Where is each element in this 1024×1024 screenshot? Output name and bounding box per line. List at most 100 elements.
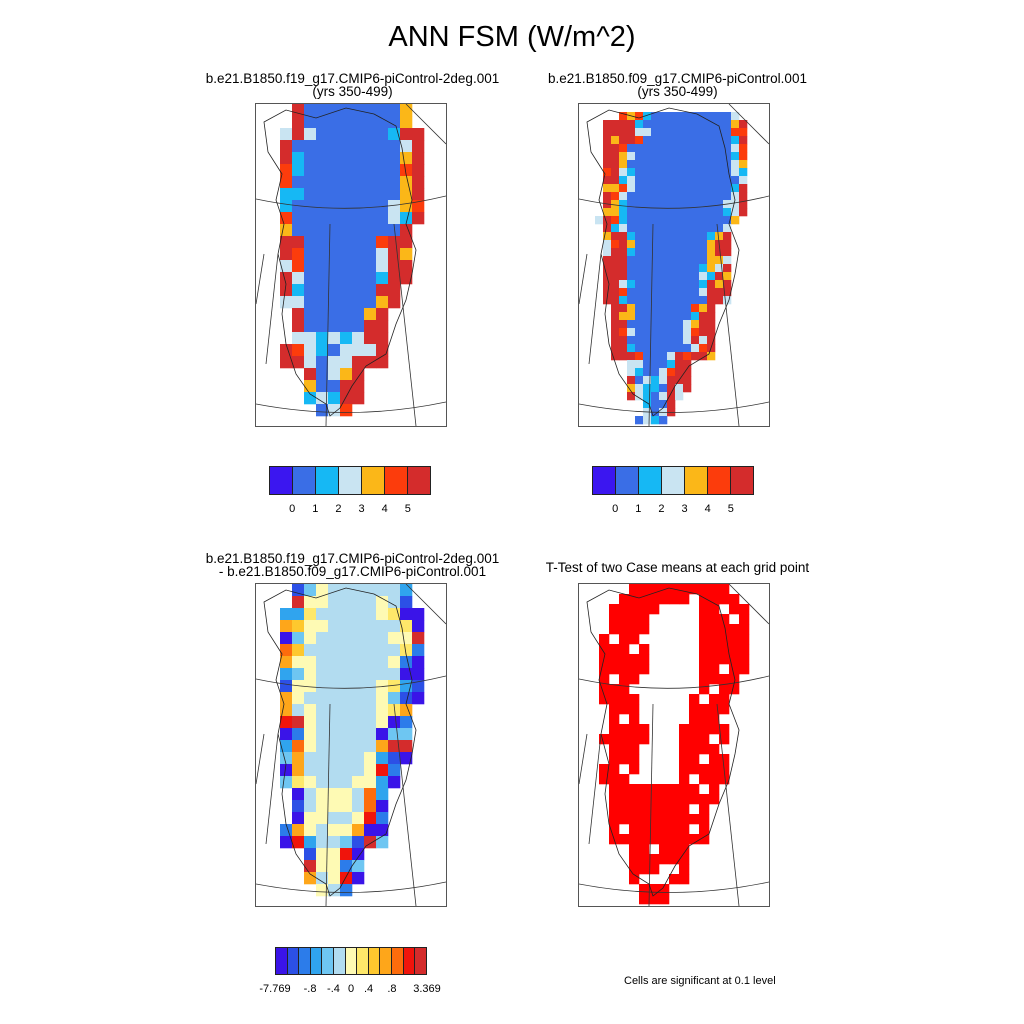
- map-cell: [627, 184, 636, 193]
- map-cell: [627, 192, 636, 201]
- significant-cell: [719, 654, 730, 665]
- map-cell: [304, 224, 317, 237]
- map-cell: [292, 356, 305, 369]
- significant-cell: [639, 884, 650, 895]
- map-cell: [675, 216, 684, 225]
- map-cell: [675, 352, 684, 361]
- map-cell: [619, 280, 628, 289]
- map-cell: [635, 328, 644, 337]
- map-cell: [699, 272, 708, 281]
- map-cell: [611, 272, 620, 281]
- map-cell: [731, 208, 740, 217]
- significant-cell: [679, 874, 690, 885]
- panel-title-diff-line1: b.e21.B1850.f19_g17.CMIP6-piControl-2deg…: [205, 551, 500, 566]
- significant-cell: [679, 834, 690, 845]
- map-cell: [683, 384, 692, 393]
- map-cell: [400, 164, 413, 177]
- map-cell: [699, 112, 708, 121]
- map-cell: [400, 608, 413, 621]
- significant-cell: [659, 894, 670, 905]
- map-cell: [603, 184, 612, 193]
- map-cell: [667, 288, 676, 297]
- significant-cell: [719, 674, 730, 685]
- significant-cell: [739, 604, 750, 615]
- map-cell: [651, 160, 660, 169]
- map-cell: [340, 188, 353, 201]
- map-cell: [731, 168, 740, 177]
- map-cell: [635, 320, 644, 329]
- map-cell: [352, 236, 365, 249]
- map-cell: [304, 392, 317, 405]
- map-cell: [643, 248, 652, 257]
- significant-cell: [619, 724, 630, 735]
- map-cell: [316, 104, 329, 117]
- map-cell: [352, 116, 365, 129]
- map-cell: [611, 328, 620, 337]
- map-cell: [659, 328, 668, 337]
- significant-cell: [629, 724, 640, 735]
- map-cell: [316, 668, 329, 681]
- map-cell: [619, 128, 628, 137]
- map-cell: [316, 272, 329, 285]
- map-cell: [619, 304, 628, 313]
- map-cell: [316, 848, 329, 861]
- significant-cell: [609, 734, 620, 745]
- map-cell: [316, 260, 329, 273]
- map-cell: [683, 272, 692, 281]
- map-cell: [364, 344, 377, 357]
- map-cell: [376, 176, 389, 189]
- map-cell: [627, 176, 636, 185]
- map-cell: [627, 360, 636, 369]
- map-cell: [352, 164, 365, 177]
- map-cell: [619, 152, 628, 161]
- map-cell: [683, 304, 692, 313]
- map-cell: [707, 312, 716, 321]
- colorbar-case2-swatch: [592, 466, 616, 495]
- significant-cell: [609, 614, 620, 625]
- map-cell: [388, 620, 401, 633]
- map-cell: [699, 168, 708, 177]
- map-cell: [611, 232, 620, 241]
- map-cell: [651, 240, 660, 249]
- colorbar-diff-swatch: [414, 947, 427, 975]
- map-cell: [364, 788, 377, 801]
- significant-cell: [699, 834, 710, 845]
- map-cell: [731, 176, 740, 185]
- significant-cell: [689, 734, 700, 745]
- map-cell: [643, 224, 652, 233]
- significant-cell: [669, 594, 680, 605]
- map-cell: [683, 208, 692, 217]
- significant-cell: [709, 584, 720, 595]
- map-cell: [328, 776, 341, 789]
- map-cell: [667, 328, 676, 337]
- map-cell: [352, 140, 365, 153]
- map-cell: [659, 272, 668, 281]
- map-cell: [635, 264, 644, 273]
- map-cell: [328, 800, 341, 813]
- map-cell: [683, 240, 692, 249]
- map-cell: [667, 360, 676, 369]
- map-cell: [659, 200, 668, 209]
- map-cell: [691, 168, 700, 177]
- map-cell: [316, 356, 329, 369]
- map-cell: [352, 224, 365, 237]
- significant-cell: [709, 594, 720, 605]
- map-cell: [667, 248, 676, 257]
- significant-cell: [689, 744, 700, 755]
- map-cell: [675, 112, 684, 121]
- map-cell: [627, 336, 636, 345]
- map-cell: [328, 320, 341, 333]
- colorbar-case1-swatch: [315, 466, 339, 495]
- colorbar-case2-tick-label: 3: [681, 503, 688, 515]
- map-cell: [651, 176, 660, 185]
- map-cell: [352, 368, 365, 381]
- map-cell: [619, 168, 628, 177]
- map-cell: [707, 128, 716, 137]
- map-cell: [627, 344, 636, 353]
- significant-cell: [699, 644, 710, 655]
- map-cell: [340, 884, 353, 897]
- map-cell: [316, 716, 329, 729]
- significant-cell: [659, 794, 670, 805]
- map-cell: [328, 860, 341, 873]
- map-cell: [651, 304, 660, 313]
